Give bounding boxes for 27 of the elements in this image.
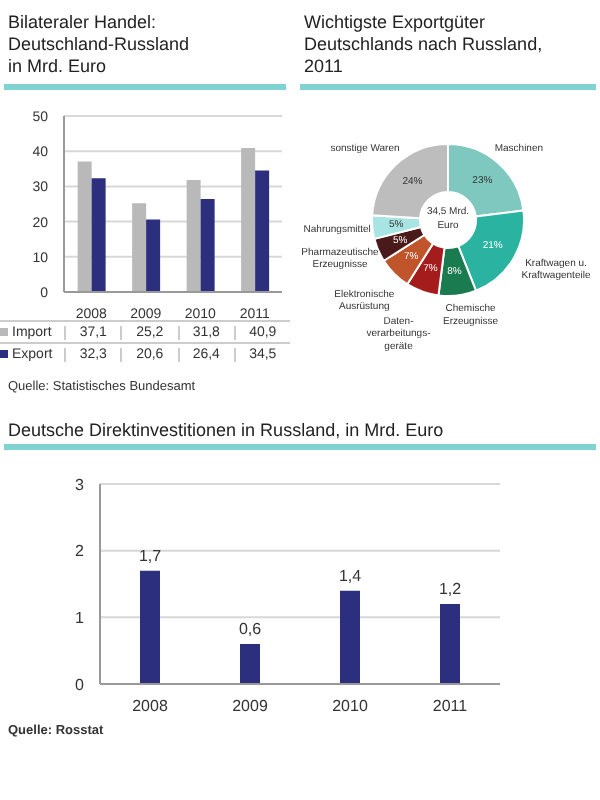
y-tick-label: 1 xyxy=(75,609,86,628)
y-tick-label: 2 xyxy=(75,542,86,561)
chart-title: Bilateraler Handel: Deutschland-Russland in Mrd. Euro xyxy=(8,12,192,78)
data-label: 1,7 xyxy=(138,546,163,565)
chart-title: Deutsche Direktinvestitionen in Russland, in Mrd. Euro xyxy=(8,420,446,442)
y-tick-label: 3 xyxy=(75,475,86,494)
x-tick-label: 2011 xyxy=(432,697,469,716)
x-tick-label: 2010 xyxy=(332,697,369,716)
bar xyxy=(132,203,147,292)
x-tick-label: 2008 xyxy=(132,697,169,716)
bar xyxy=(91,178,106,292)
x-tick-label: 2009 xyxy=(232,697,269,716)
bar xyxy=(241,148,256,292)
chart-title: Wichtigste Exportgüter Deutschlands nach Russland, 2011 xyxy=(304,12,545,78)
y-tick-label: 0 xyxy=(75,675,86,694)
data-label: 0,6 xyxy=(238,620,263,638)
bar xyxy=(240,644,260,684)
bar xyxy=(140,570,160,684)
bar xyxy=(186,180,201,292)
data-label: 1,2 xyxy=(438,580,463,598)
bar xyxy=(340,590,360,684)
bar xyxy=(146,219,161,292)
bar xyxy=(200,199,215,292)
data-label: 1,4 xyxy=(338,566,363,585)
bar xyxy=(255,170,270,292)
bar xyxy=(77,161,92,292)
bar xyxy=(440,604,460,684)
